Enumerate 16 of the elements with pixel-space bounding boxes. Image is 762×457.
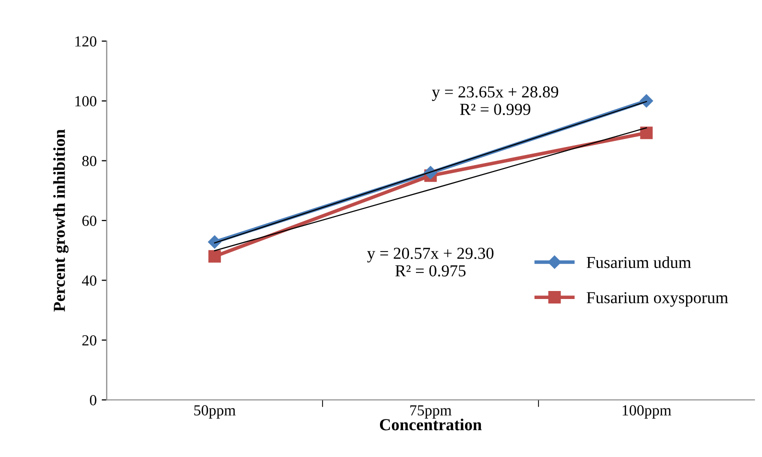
x-axis-title: Concentration: [380, 418, 482, 430]
y-tick-label: 60: [82, 216, 96, 226]
x-tick-label: 100ppm: [622, 405, 672, 419]
y-tick-label: 20: [82, 335, 96, 346]
annotation: y = 23.65x + 28.89 R² = 0.999: [432, 86, 558, 116]
x-tick-label: 50ppm: [194, 405, 236, 419]
y-axis-title: Percent growth inhibition: [53, 129, 68, 312]
y-tick-label: 0: [90, 395, 96, 406]
y-tick-label: 120: [75, 36, 96, 47]
annotation: y = 20.57x + 29.30 R² = 0.975: [367, 248, 494, 277]
y-tick-label: 80: [82, 156, 96, 166]
x-tick-label: 75ppm: [410, 405, 452, 419]
legend-label: Fusarium udum: [586, 256, 692, 268]
y-tick-label: 100: [75, 96, 96, 106]
y-tick-label: 40: [82, 275, 96, 286]
legend-label: Fusarium oxysporum: [586, 292, 728, 307]
